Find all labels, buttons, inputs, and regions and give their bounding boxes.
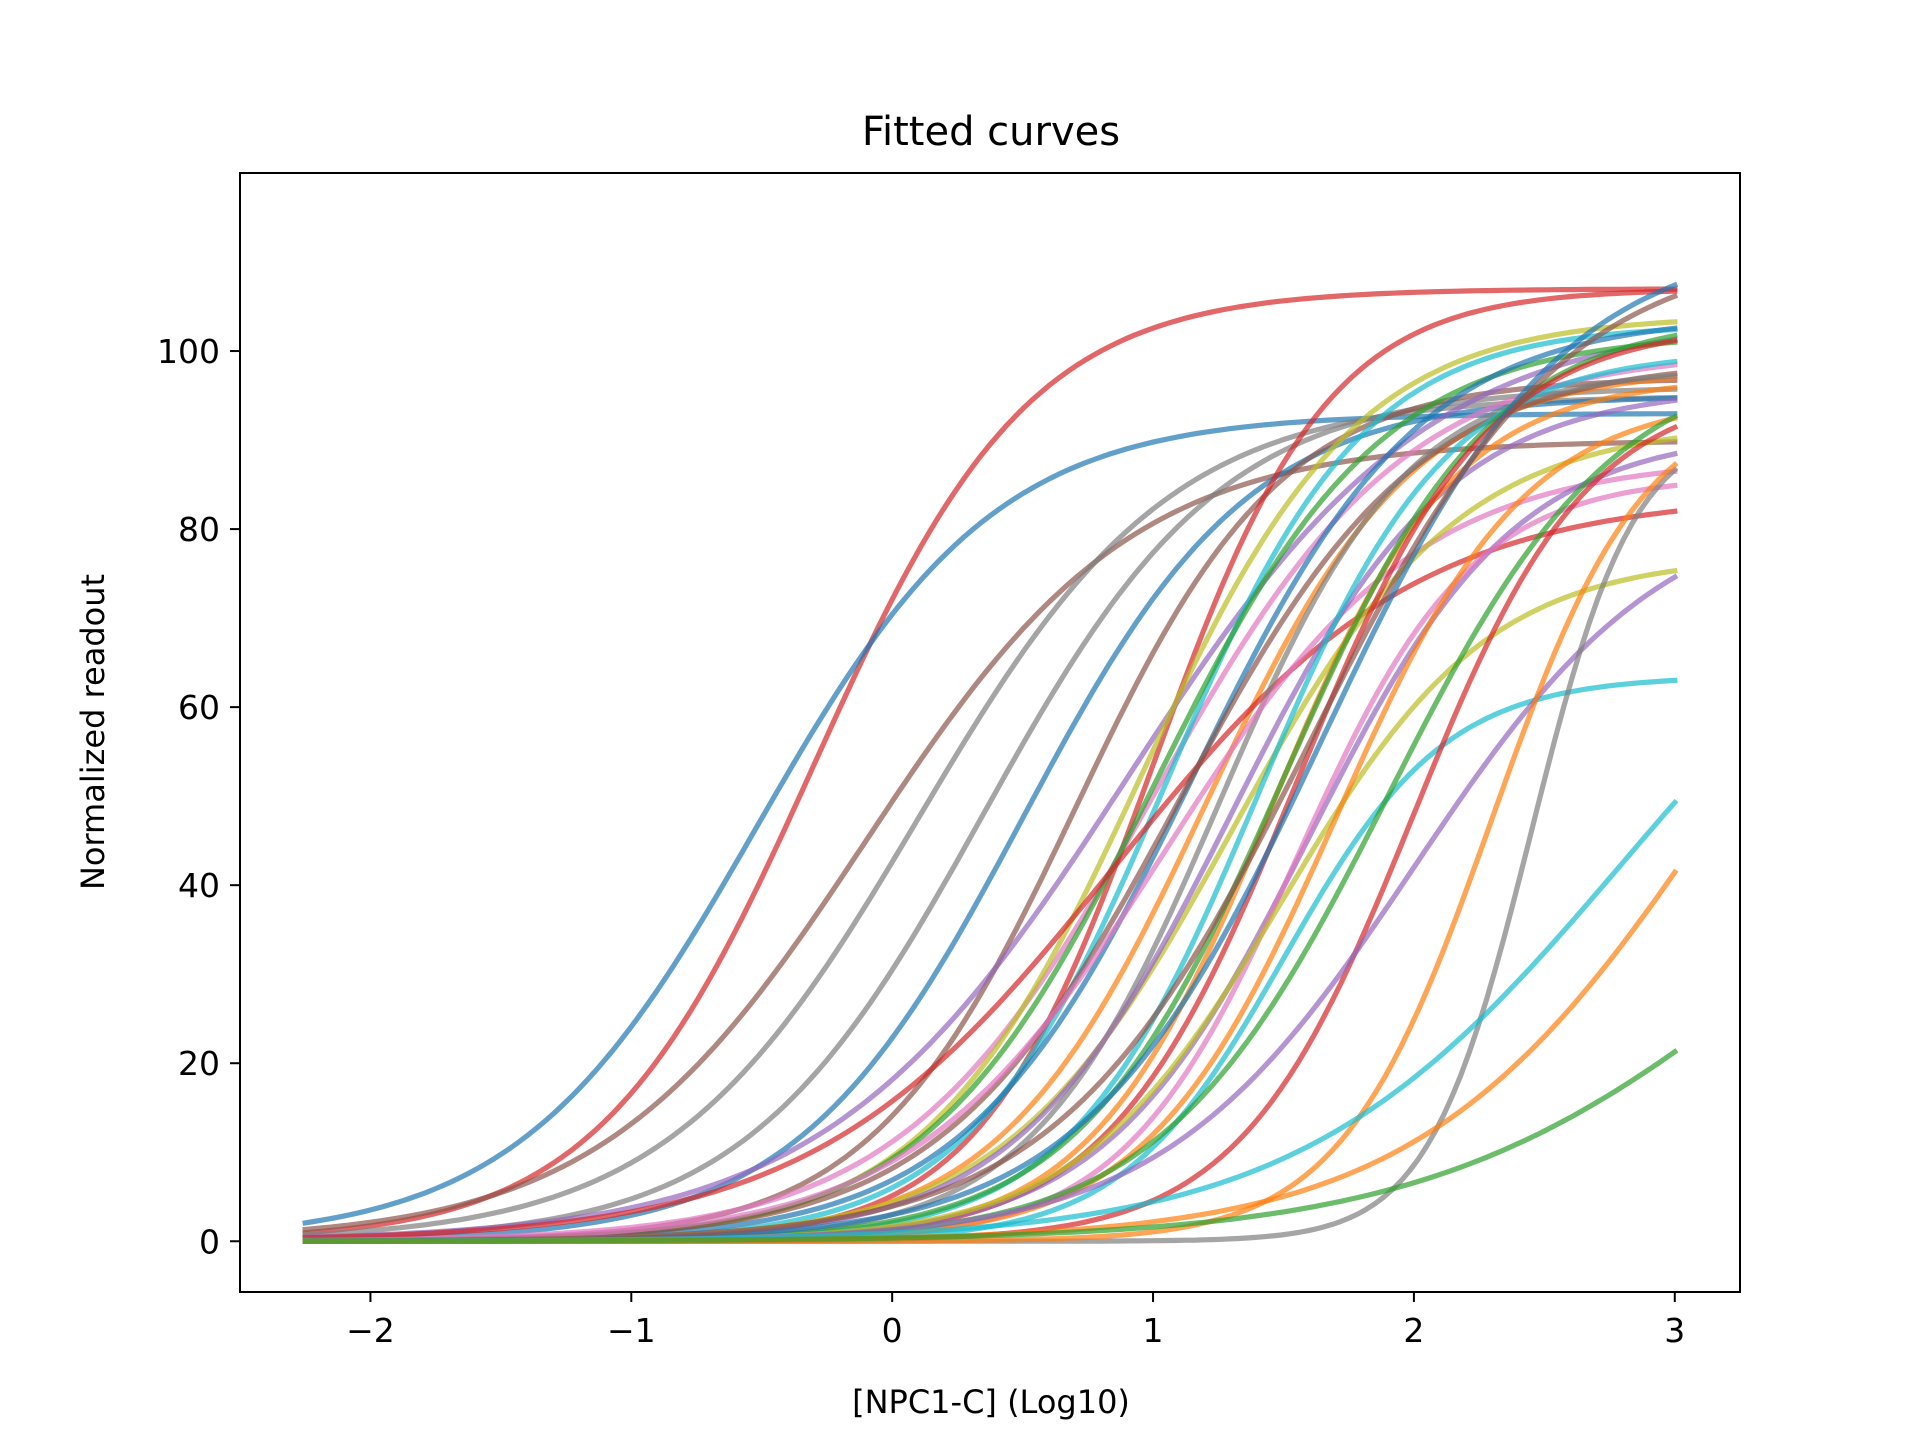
series-line-40 bbox=[302, 1048, 1679, 1244]
series-line-19 bbox=[302, 468, 1678, 1243]
series-line-16 bbox=[302, 508, 1678, 1241]
series-line-3 bbox=[302, 439, 1678, 1233]
chart-title: Fitted curves bbox=[862, 109, 1120, 155]
y-tick-label: 60 bbox=[178, 688, 220, 727]
x-tick-label: 3 bbox=[1664, 1311, 1685, 1350]
y-tick-label: 100 bbox=[157, 332, 220, 371]
y-axis: 0 20 40 60 80 100 bbox=[157, 332, 240, 1261]
x-axis: −2 −1 0 1 2 3 bbox=[346, 1292, 1685, 1350]
x-tick-label: 2 bbox=[1403, 1311, 1424, 1350]
x-tick-label: −2 bbox=[346, 1311, 395, 1350]
series-line-1 bbox=[302, 286, 1678, 1236]
x-tick-label: −1 bbox=[607, 1311, 656, 1350]
y-axis-label: Normalized readout bbox=[74, 574, 112, 890]
y-tick-label: 40 bbox=[178, 866, 220, 905]
x-tick-label: 0 bbox=[882, 1311, 903, 1350]
y-tick-label: 0 bbox=[199, 1222, 220, 1261]
curve-group bbox=[302, 281, 1679, 1244]
plot-frame bbox=[239, 172, 1741, 1293]
x-axis-label: [NPC1-C] (Log10) bbox=[852, 1383, 1130, 1421]
series-line-4 bbox=[302, 394, 1678, 1238]
y-tick-label: 20 bbox=[178, 1044, 220, 1083]
y-tick-label: 80 bbox=[178, 510, 220, 549]
x-tick-label: 1 bbox=[1143, 1311, 1164, 1350]
